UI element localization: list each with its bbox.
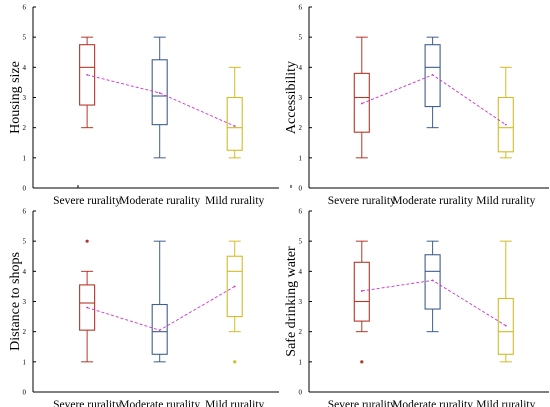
y-tick-label: 0 (299, 185, 303, 193)
outlier-point (85, 239, 89, 243)
y-tick-label: 4 (23, 268, 27, 276)
panel-1: 0 1 2 3 4 5 6 Housing size Severe ruralityModera… (8, 4, 292, 207)
box-3 (226, 66, 243, 159)
y-tick-label: 5 (299, 34, 303, 42)
y-tick-label: 6 (23, 208, 27, 216)
y-axis-label: Safe drinking water (284, 246, 299, 357)
iqr-box (497, 297, 514, 355)
y-tick-label: 5 (299, 238, 303, 246)
iqr-box (424, 44, 441, 108)
y-tick-label: 6 (23, 4, 27, 12)
y-tick-label: 6 (299, 208, 303, 216)
mean-point (504, 324, 507, 327)
category-label: Mild rurality (476, 399, 535, 407)
mean-point (233, 125, 236, 128)
iqr-box (424, 254, 441, 310)
outlier-point (360, 360, 364, 364)
y-tick-label: 2 (299, 124, 303, 132)
y-tick-label: 2 (23, 124, 27, 132)
iqr-box (226, 96, 243, 151)
y-tick-label: 3 (23, 298, 27, 306)
box-2 (151, 36, 168, 159)
box-3 (497, 240, 514, 363)
y-tick-label: 6 (299, 4, 303, 12)
y-tick-label: 4 (23, 64, 27, 72)
category-label: Moderate rurality (119, 399, 200, 407)
y-axis-label: Accessibility (284, 61, 299, 134)
mean-trend-line (361, 279, 507, 327)
box-1 (79, 239, 96, 363)
y-tick-label: 1 (23, 154, 27, 162)
mean-point (360, 102, 363, 105)
iqr-box (151, 59, 168, 126)
y-tick-label: 3 (299, 94, 303, 102)
category-label: Severe rurality (53, 399, 121, 407)
y-tick-label: 1 (299, 358, 303, 366)
box-3 (497, 66, 514, 159)
box-2 (424, 240, 441, 333)
y-tick-label: 5 (23, 34, 27, 42)
iqr-box (151, 303, 168, 355)
category-label: Mild rurality (205, 195, 264, 207)
y-tick-label: 3 (23, 94, 27, 102)
category-label: Moderate rurality (392, 195, 473, 207)
mean-trend-line (361, 74, 507, 126)
mean-trend-line (87, 74, 235, 127)
mean-point (233, 285, 236, 288)
category-label: Mild rurality (476, 195, 535, 207)
box-2 (151, 240, 168, 363)
category-label: Severe rurality (328, 195, 396, 207)
y-tick-label: 0 (299, 389, 303, 397)
y-tick-label: 1 (23, 358, 27, 366)
mean-point (158, 329, 161, 332)
y-tick-label: 1 (299, 154, 303, 162)
box-2 (424, 36, 441, 129)
mean-trend-line (86, 286, 235, 331)
category-label: Mild rurality (205, 399, 264, 407)
iqr-box (79, 44, 96, 106)
iqr-box (353, 261, 370, 322)
y-tick-label: 2 (23, 328, 27, 336)
y-tick-label: 3 (299, 298, 303, 306)
y-tick-label: 4 (299, 64, 303, 72)
panel-4: 0 1 2 3 4 5 6 Safe drinking water Severe ruralit… (284, 208, 549, 407)
category-label: Moderate rurality (392, 399, 473, 407)
category-label: Moderate rurality (119, 195, 200, 207)
category-label: Severe rurality (328, 399, 396, 407)
y-tick-label: 5 (23, 238, 27, 246)
iqr-box (226, 255, 243, 318)
outlier-point (233, 360, 237, 364)
iqr-box (497, 96, 514, 153)
box-3 (226, 240, 243, 364)
mean-point (360, 290, 363, 292)
y-axis-label: Housing size (8, 61, 23, 134)
y-tick-label: 0 (23, 185, 27, 193)
category-label: Severe rurality (53, 195, 121, 207)
mean-point (431, 279, 434, 282)
mean-point (86, 306, 89, 309)
y-tick-label: 0 (23, 389, 27, 397)
panel-2: 0 1 2 3 4 5 6 Accessibility Severe ruralityModer… (284, 4, 549, 207)
mean-point (86, 73, 89, 76)
y-axis-label: Distance to shops (8, 252, 23, 351)
box-1 (353, 240, 370, 364)
y-tick-label: 4 (299, 268, 303, 276)
box-1 (79, 36, 96, 129)
mean-point (158, 92, 161, 94)
y-tick-label: 2 (299, 328, 303, 336)
mean-point (504, 123, 507, 126)
iqr-box (353, 72, 370, 133)
iqr-box (79, 284, 96, 331)
box-1 (353, 36, 370, 159)
mean-point (431, 73, 434, 76)
